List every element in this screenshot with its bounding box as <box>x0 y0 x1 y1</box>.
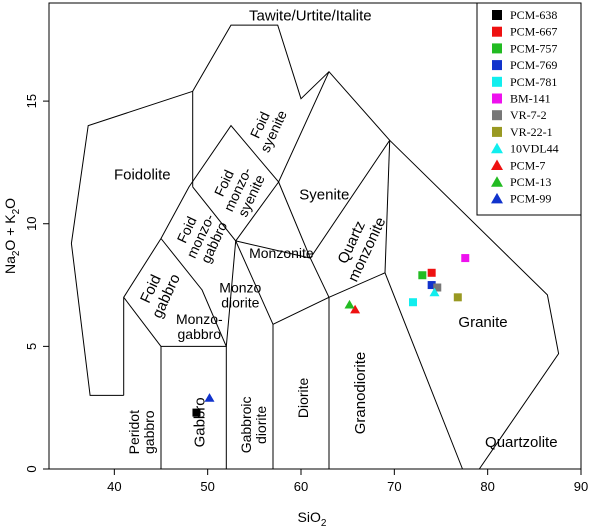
field-boundary-line <box>123 296 162 347</box>
field-boundary-line <box>309 140 391 259</box>
data-point-pcm-13 <box>344 299 355 309</box>
field-boundary-line <box>384 140 391 273</box>
field-boundary-line <box>160 238 227 347</box>
legend-marker-pcm-638 <box>492 10 502 20</box>
legend-marker-vr-7-2 <box>492 110 502 121</box>
legend-marker-pcm-13 <box>491 176 503 187</box>
legend-label-pcm-99: PCM-99 <box>510 192 551 206</box>
field-label-foid-monzosyenite: Foidmonzo-syenite <box>207 158 269 220</box>
legend-marker-vr-22-1 <box>492 126 502 137</box>
field-boundary-line <box>70 90 193 396</box>
x-axis-ticks: 40 50 60 70 80 90 <box>107 469 588 494</box>
field-boundaries <box>70 24 560 470</box>
data-point-bm-141 <box>461 254 470 263</box>
data-point-pcm-781 <box>409 298 417 307</box>
legend-label-10vdl44: 10VDL44 <box>510 142 559 156</box>
data-point-10vdl44 <box>429 287 440 297</box>
data-point-pcm-769 <box>427 281 436 290</box>
legend-box <box>476 2 582 216</box>
y-tick-label: 10 <box>24 216 39 230</box>
field-label-granite: Granite <box>458 314 507 331</box>
field-label-syenite: Syenite <box>299 186 349 203</box>
legend-marker-pcm-757 <box>492 43 502 54</box>
y-tick-label: 5 <box>24 343 39 350</box>
data-point-pcm-7 <box>350 304 361 314</box>
legend-marker-pcm-667 <box>492 26 502 37</box>
legend-marker-pcm-781 <box>492 76 502 87</box>
x-tick-label: 90 <box>574 479 588 494</box>
y-axis-ticks: 0 5 10 15 <box>24 94 49 473</box>
x-tick-label: 50 <box>200 479 214 494</box>
legend-label-pcm-13: PCM-13 <box>510 175 551 189</box>
legend-label-pcm-667: PCM-667 <box>510 25 557 39</box>
field-label-gabbro: Gabbro <box>191 397 208 447</box>
legend: PCM-638 PCM-667 PCM-757 PCM-769 PCM-781 BM-14… <box>476 2 582 216</box>
legend-marker-10vdl44 <box>491 142 503 154</box>
legend-label-vr-7-2: VR-7-2 <box>510 108 547 122</box>
x-tick-label: 80 <box>480 479 494 494</box>
legend-label-pcm-769: PCM-769 <box>510 58 557 72</box>
x-tick-label: 40 <box>107 479 121 494</box>
legend-marker-bm-141 <box>492 93 502 104</box>
x-axis-label: SiO2 <box>298 509 327 527</box>
legend-marker-pcm-769 <box>492 60 502 71</box>
field-boundary-line <box>272 296 330 469</box>
data-point-pcm-638 <box>192 408 201 417</box>
field-label-monzodiorite: Monzo diorite <box>219 279 261 310</box>
legend-label-pcm-638: PCM-638 <box>510 8 557 22</box>
field-label-tawite: Tawite/Urtite/Italite <box>249 7 372 24</box>
x-tick-label: 70 <box>387 479 401 494</box>
data-point-pcm-99 <box>204 393 215 402</box>
field-boundary-line <box>389 139 560 470</box>
y-tick-label: 15 <box>24 94 39 108</box>
field-label-granodiorite: Granodiorite <box>352 352 369 435</box>
field-label-monzogabbro: Monzo-gabbro <box>176 311 223 342</box>
x-tick-label: 60 <box>294 479 308 494</box>
y-tick-label: 0 <box>24 465 39 472</box>
data-points <box>192 254 470 417</box>
legend-label-bm-141: BM-141 <box>510 92 551 106</box>
legend-label-pcm-7: PCM-7 <box>510 158 545 172</box>
legend-label-pcm-781: PCM-781 <box>510 75 557 89</box>
field-label-gabbroic-diorite: Gabbroicdiorite <box>238 396 269 453</box>
legend-marker-pcm-7 <box>491 159 503 170</box>
field-label-foidolite: Foidolite <box>114 167 171 184</box>
field-label-quartzolite: Quartzolite <box>485 434 558 451</box>
field-label-diorite: Diorite <box>295 377 311 418</box>
data-point-pcm-667 <box>427 268 436 277</box>
data-point-vr-7-2 <box>433 283 442 292</box>
field-boundary-line <box>160 345 227 469</box>
legend-label-pcm-757: PCM-757 <box>510 41 557 55</box>
data-point-vr-22-1 <box>453 293 462 302</box>
legend-label-vr-22-1: VR-22-1 <box>510 125 553 139</box>
legend-marker-pcm-99 <box>491 192 503 204</box>
field-label-peridot-gabbro: Peridotgabbro <box>126 410 157 454</box>
field-boundary-line <box>235 240 311 259</box>
y-axis-label: Na2O + K2O <box>2 198 22 274</box>
data-point-pcm-757 <box>418 271 427 280</box>
legend-items: PCM-638 PCM-667 PCM-757 PCM-769 PCM-781 BM-14… <box>491 8 559 206</box>
field-label-monzonite: Monzonite <box>249 245 314 261</box>
plot-frame <box>48 2 582 470</box>
